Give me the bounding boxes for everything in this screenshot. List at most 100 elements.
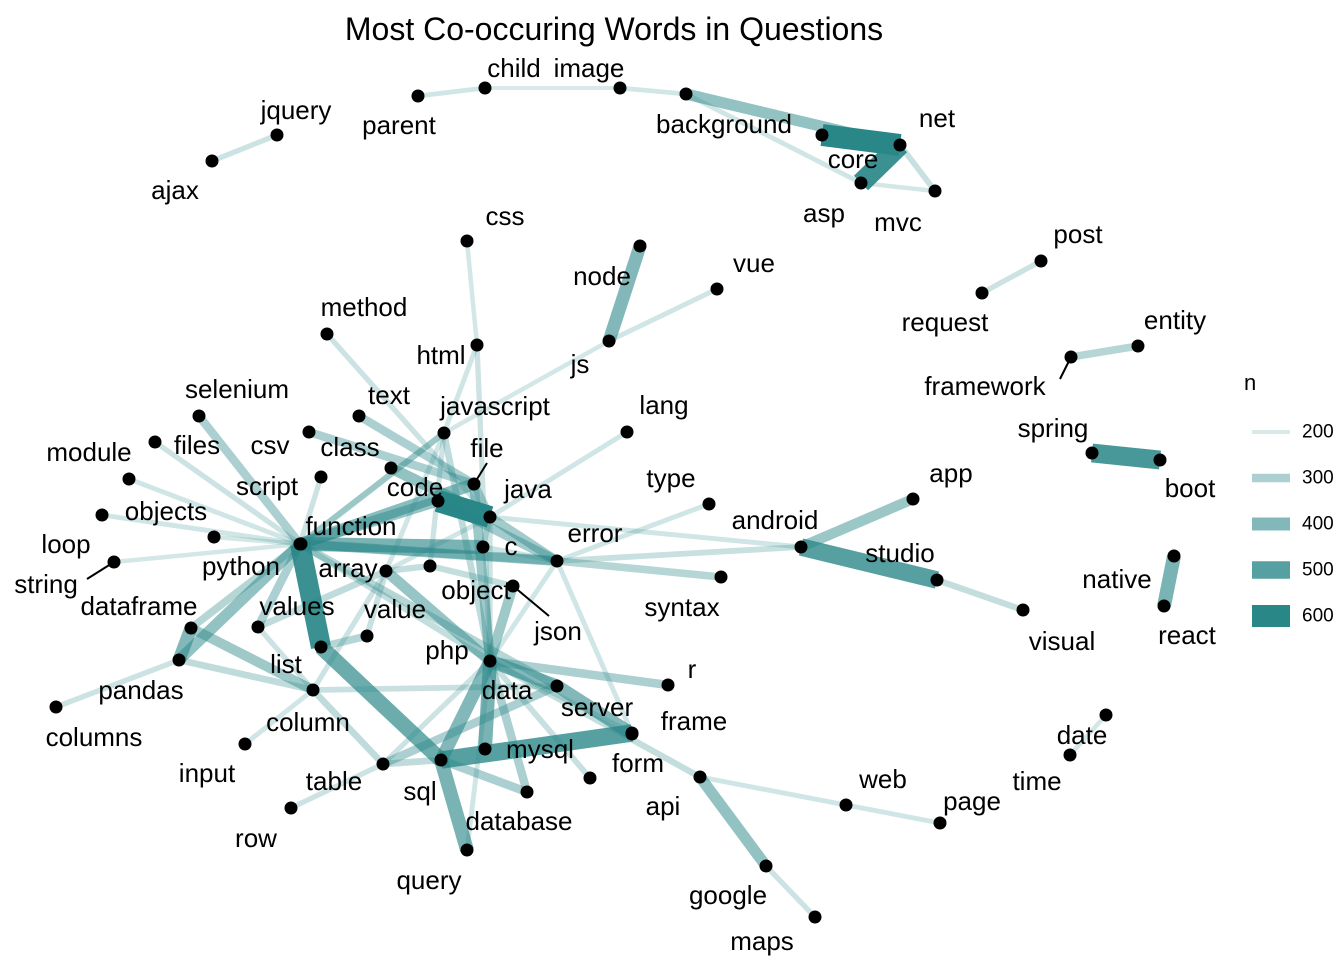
node-label-net: net (919, 103, 956, 133)
node-css (460, 234, 474, 248)
edge-php-database (485, 659, 532, 794)
node-label-loop: loop (41, 529, 90, 559)
node-label-vue: vue (733, 248, 775, 278)
edge-java-error (487, 513, 560, 565)
node-code (431, 494, 445, 508)
edge-android-app (798, 494, 916, 552)
node-time (1063, 748, 1077, 762)
node-label-value: value (364, 594, 426, 624)
node-react (1157, 599, 1171, 613)
node-class (384, 461, 398, 475)
node-label-script: script (236, 471, 299, 501)
node-label-sql: sql (403, 776, 436, 806)
node-date (1099, 708, 1113, 722)
node-script (314, 470, 328, 484)
edge-sql-database (439, 756, 529, 796)
node-pandas (172, 653, 186, 667)
node-boot (1153, 453, 1167, 467)
node-app (906, 492, 920, 506)
edge-array-value (364, 570, 389, 637)
node-c (476, 540, 490, 554)
node-python (293, 537, 307, 551)
edges-layer (55, 85, 1181, 919)
legend-label-300: 300 (1302, 468, 1334, 489)
node-jquery (270, 128, 284, 142)
node-background (679, 87, 693, 101)
edge-framework-entity (1070, 342, 1139, 361)
chart-title: Most Co-occuring Words in Questions (345, 11, 883, 47)
edge-html-javascript (441, 344, 480, 434)
node-values (251, 620, 265, 634)
edge-node-js (602, 243, 647, 344)
node-label-php: php (425, 635, 468, 665)
node-label-c: c (505, 531, 518, 561)
node-files (148, 435, 162, 449)
node-visual (1016, 603, 1030, 617)
edge-php-data (487, 654, 560, 693)
edge-python-error (299, 539, 558, 566)
edge-array-column (310, 569, 389, 692)
edge-c-error (482, 544, 558, 564)
legend-label-400: 400 (1302, 514, 1334, 535)
node-label-mysql: mysql (506, 734, 574, 764)
edge-css-html (464, 240, 480, 346)
node-label-objects: objects (125, 496, 207, 526)
node-module (122, 472, 136, 486)
node-label-database: database (466, 806, 573, 836)
node-lang (620, 425, 634, 439)
edge-python-c (299, 537, 484, 554)
node-label-column: column (266, 707, 350, 737)
edge-type-error (556, 501, 710, 564)
node-label-python: python (202, 551, 280, 581)
node-label-mvc: mvc (874, 207, 922, 237)
node-columns (49, 700, 63, 714)
edge-spring-boot (1091, 443, 1161, 470)
node-object (423, 559, 437, 573)
node-label-array: array (318, 553, 377, 583)
edge-table-row (289, 761, 385, 811)
edge-web-page (845, 802, 941, 826)
node-csv (302, 425, 316, 439)
node-label-framework: framework (924, 371, 1046, 401)
edge-js-vue (607, 286, 719, 344)
node-label-page: page (943, 786, 1001, 816)
edge-script-python (297, 476, 324, 545)
edge-loop-python (213, 534, 301, 547)
legend-label-500: 500 (1302, 560, 1334, 581)
node-label-jquery: jquery (260, 95, 332, 125)
node-entity (1131, 339, 1145, 353)
node-label-asp: asp (803, 198, 845, 228)
node-label-image: image (554, 53, 625, 83)
node-label-values: values (259, 591, 334, 621)
node-label-background: background (656, 109, 792, 139)
node-label-list: list (270, 649, 303, 679)
node-label-web: web (858, 764, 907, 794)
node-google (759, 859, 773, 873)
node-label-maps: maps (730, 926, 794, 956)
edge-table-column (310, 687, 386, 767)
node-label-syntax: syntax (644, 592, 719, 622)
node-label-text: text (368, 380, 411, 410)
edge-time-date (1068, 713, 1108, 757)
legend: n 200 300 400 500 600 (1244, 370, 1334, 627)
edge-array-values (256, 567, 388, 631)
edge-python-php (298, 541, 492, 664)
node-label-app: app (929, 458, 972, 488)
edge-json-php (485, 584, 518, 663)
edge-file-php (469, 483, 495, 662)
node-parent (411, 89, 425, 103)
edge-python-pandas (175, 539, 304, 665)
edge-column-input (243, 688, 315, 746)
edge-sql-list (315, 641, 447, 766)
edge-selenium-python (195, 413, 304, 547)
node-label-studio: studio (865, 538, 934, 568)
edge-native-react (1157, 554, 1181, 608)
edge-javascript-python (298, 430, 446, 547)
node-label-parent: parent (362, 110, 436, 140)
node-label-js: js (570, 349, 590, 379)
node-net (893, 138, 907, 152)
edge-parent-child (417, 85, 486, 99)
node-label-string: string (14, 569, 78, 599)
node-asp (854, 176, 868, 190)
leader-line-framework (1059, 356, 1072, 380)
